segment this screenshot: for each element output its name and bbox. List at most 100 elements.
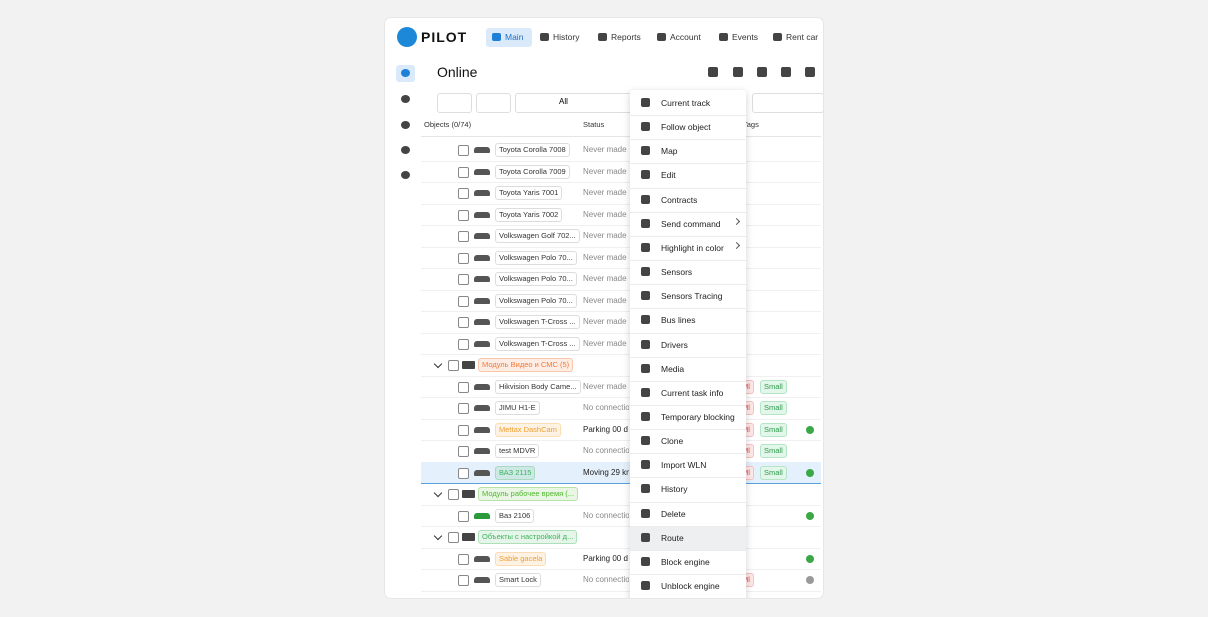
menu-item[interactable]: Sensors bbox=[661, 267, 693, 278]
checkbox[interactable] bbox=[458, 381, 469, 393]
menu-item[interactable]: Temporary blocking bbox=[661, 411, 735, 422]
key-icon[interactable] bbox=[806, 468, 814, 477]
menu-item[interactable]: Unblock engine bbox=[661, 581, 720, 591]
nav-item[interactable]: Reports bbox=[611, 32, 641, 42]
expand-chevron[interactable] bbox=[433, 488, 443, 498]
row-divider bbox=[421, 547, 821, 549]
checkbox[interactable] bbox=[458, 575, 469, 586]
object-name[interactable]: Volkswagen Polo 70... bbox=[495, 250, 577, 265]
checkbox[interactable] bbox=[458, 295, 469, 307]
checkbox[interactable] bbox=[448, 360, 459, 371]
object-name[interactable]: Toyota Yaris 7002 bbox=[495, 207, 563, 222]
object-name[interactable]: ВАЗ 2115 bbox=[495, 465, 536, 480]
object-name[interactable]: test MDVR bbox=[495, 444, 540, 458]
object-name[interactable]: Toyota Corolla 7009 bbox=[495, 164, 570, 179]
checkbox[interactable] bbox=[458, 553, 469, 565]
menu-item[interactable]: Map bbox=[661, 146, 678, 157]
key-icon[interactable] bbox=[806, 554, 814, 563]
menu-item[interactable]: Current track bbox=[661, 98, 711, 108]
checkbox[interactable] bbox=[458, 510, 469, 522]
checkbox[interactable] bbox=[458, 338, 469, 350]
sidebar-icon[interactable] bbox=[401, 69, 410, 77]
checkbox[interactable] bbox=[458, 274, 469, 285]
object-name[interactable]: Ваз 2106 bbox=[495, 508, 535, 523]
menu-item[interactable]: Edit bbox=[661, 170, 676, 181]
nav-item[interactable]: Account bbox=[670, 32, 701, 42]
object-name[interactable]: Volkswagen Golf 702... bbox=[495, 229, 580, 243]
search-box[interactable] bbox=[752, 93, 823, 113]
menu-divider bbox=[630, 356, 746, 358]
menu-item[interactable]: Bus lines bbox=[661, 315, 696, 326]
group-label[interactable]: Модуль рабочее время (... bbox=[478, 487, 579, 501]
nav-icon[interactable] bbox=[657, 33, 666, 41]
object-name[interactable]: Sable gacela bbox=[495, 551, 547, 566]
nav-item[interactable]: Events bbox=[732, 32, 758, 42]
nav-icon[interactable] bbox=[719, 33, 728, 41]
sidebar-icon[interactable] bbox=[401, 95, 410, 103]
menu-item[interactable]: Sensors Tracing bbox=[661, 291, 723, 302]
checkbox[interactable] bbox=[458, 231, 469, 242]
toolbar-button[interactable] bbox=[805, 67, 815, 77]
menu-item[interactable]: Clone bbox=[661, 436, 684, 447]
object-name[interactable]: Volkswagen T-Cross ... bbox=[495, 336, 580, 351]
menu-item[interactable]: Contracts bbox=[661, 194, 698, 205]
nav-icon[interactable] bbox=[492, 33, 501, 41]
object-name[interactable]: Volkswagen Polo 70... bbox=[495, 293, 577, 308]
nav-item[interactable]: History bbox=[553, 32, 580, 42]
checkbox[interactable] bbox=[458, 424, 469, 436]
object-name[interactable]: Volkswagen Polo 70... bbox=[495, 272, 577, 286]
checkbox[interactable] bbox=[458, 446, 469, 457]
filter-button[interactable] bbox=[476, 93, 511, 113]
object-name[interactable]: Hikvision Body Came... bbox=[495, 379, 581, 394]
checkbox[interactable] bbox=[458, 166, 469, 178]
checkbox[interactable] bbox=[448, 489, 459, 500]
checkbox[interactable] bbox=[458, 252, 469, 264]
toolbar-button[interactable] bbox=[781, 67, 791, 77]
menu-item[interactable]: Send command bbox=[661, 218, 721, 229]
menu-item[interactable]: Follow object bbox=[661, 122, 711, 133]
object-name[interactable]: Smart Lock bbox=[495, 573, 541, 587]
key-icon[interactable] bbox=[806, 576, 814, 584]
filter-button[interactable] bbox=[437, 93, 472, 113]
nav-item[interactable]: Rent car bbox=[786, 32, 819, 42]
sidebar-icon[interactable] bbox=[401, 121, 410, 129]
nav-icon[interactable] bbox=[598, 33, 607, 41]
object-name[interactable]: Volkswagen T-Cross ... bbox=[495, 315, 580, 329]
menu-item[interactable]: Route bbox=[661, 532, 684, 543]
object-name[interactable]: Mettax DashCam bbox=[495, 422, 561, 437]
menu-item[interactable]: Drivers bbox=[661, 339, 688, 350]
toolbar-button[interactable] bbox=[757, 67, 767, 77]
menu-item[interactable]: History bbox=[661, 484, 688, 495]
sidebar-icon[interactable] bbox=[401, 146, 410, 154]
checkbox[interactable] bbox=[448, 532, 459, 543]
expand-chevron[interactable] bbox=[433, 359, 443, 369]
object-name[interactable]: Toyota Corolla 7008 bbox=[495, 143, 570, 157]
object-name[interactable]: Toyota Yaris 7001 bbox=[495, 186, 563, 200]
toolbar-button[interactable] bbox=[708, 67, 718, 77]
key-icon[interactable] bbox=[806, 511, 814, 520]
menu-item[interactable]: Delete bbox=[661, 508, 686, 519]
checkbox[interactable] bbox=[458, 188, 469, 199]
status-select[interactable] bbox=[515, 93, 635, 113]
status-value[interactable]: All bbox=[559, 97, 568, 106]
menu-item[interactable]: Highlight in color bbox=[661, 242, 724, 253]
checkbox[interactable] bbox=[458, 403, 469, 414]
checkbox[interactable] bbox=[458, 467, 469, 479]
toolbar-button[interactable] bbox=[733, 67, 743, 77]
menu-item[interactable]: Current task info bbox=[661, 387, 724, 398]
menu-item[interactable]: Import WLN bbox=[661, 460, 707, 471]
group-label[interactable]: Модуль Видео и СМС (5) bbox=[478, 358, 574, 372]
nav-icon[interactable] bbox=[540, 33, 549, 41]
object-name[interactable]: JIMU H1-E bbox=[495, 401, 540, 415]
checkbox[interactable] bbox=[458, 209, 469, 221]
nav-icon[interactable] bbox=[773, 33, 782, 41]
expand-chevron[interactable] bbox=[433, 531, 443, 541]
nav-item[interactable]: Main bbox=[505, 32, 524, 42]
checkbox[interactable] bbox=[458, 145, 469, 156]
key-icon[interactable] bbox=[806, 425, 814, 434]
menu-item[interactable]: Media bbox=[661, 363, 685, 374]
menu-item[interactable]: Block engine bbox=[661, 556, 710, 567]
sidebar-icon[interactable] bbox=[401, 171, 410, 179]
group-label[interactable]: Объекты с настройкой д... bbox=[478, 530, 578, 544]
checkbox[interactable] bbox=[458, 317, 469, 328]
